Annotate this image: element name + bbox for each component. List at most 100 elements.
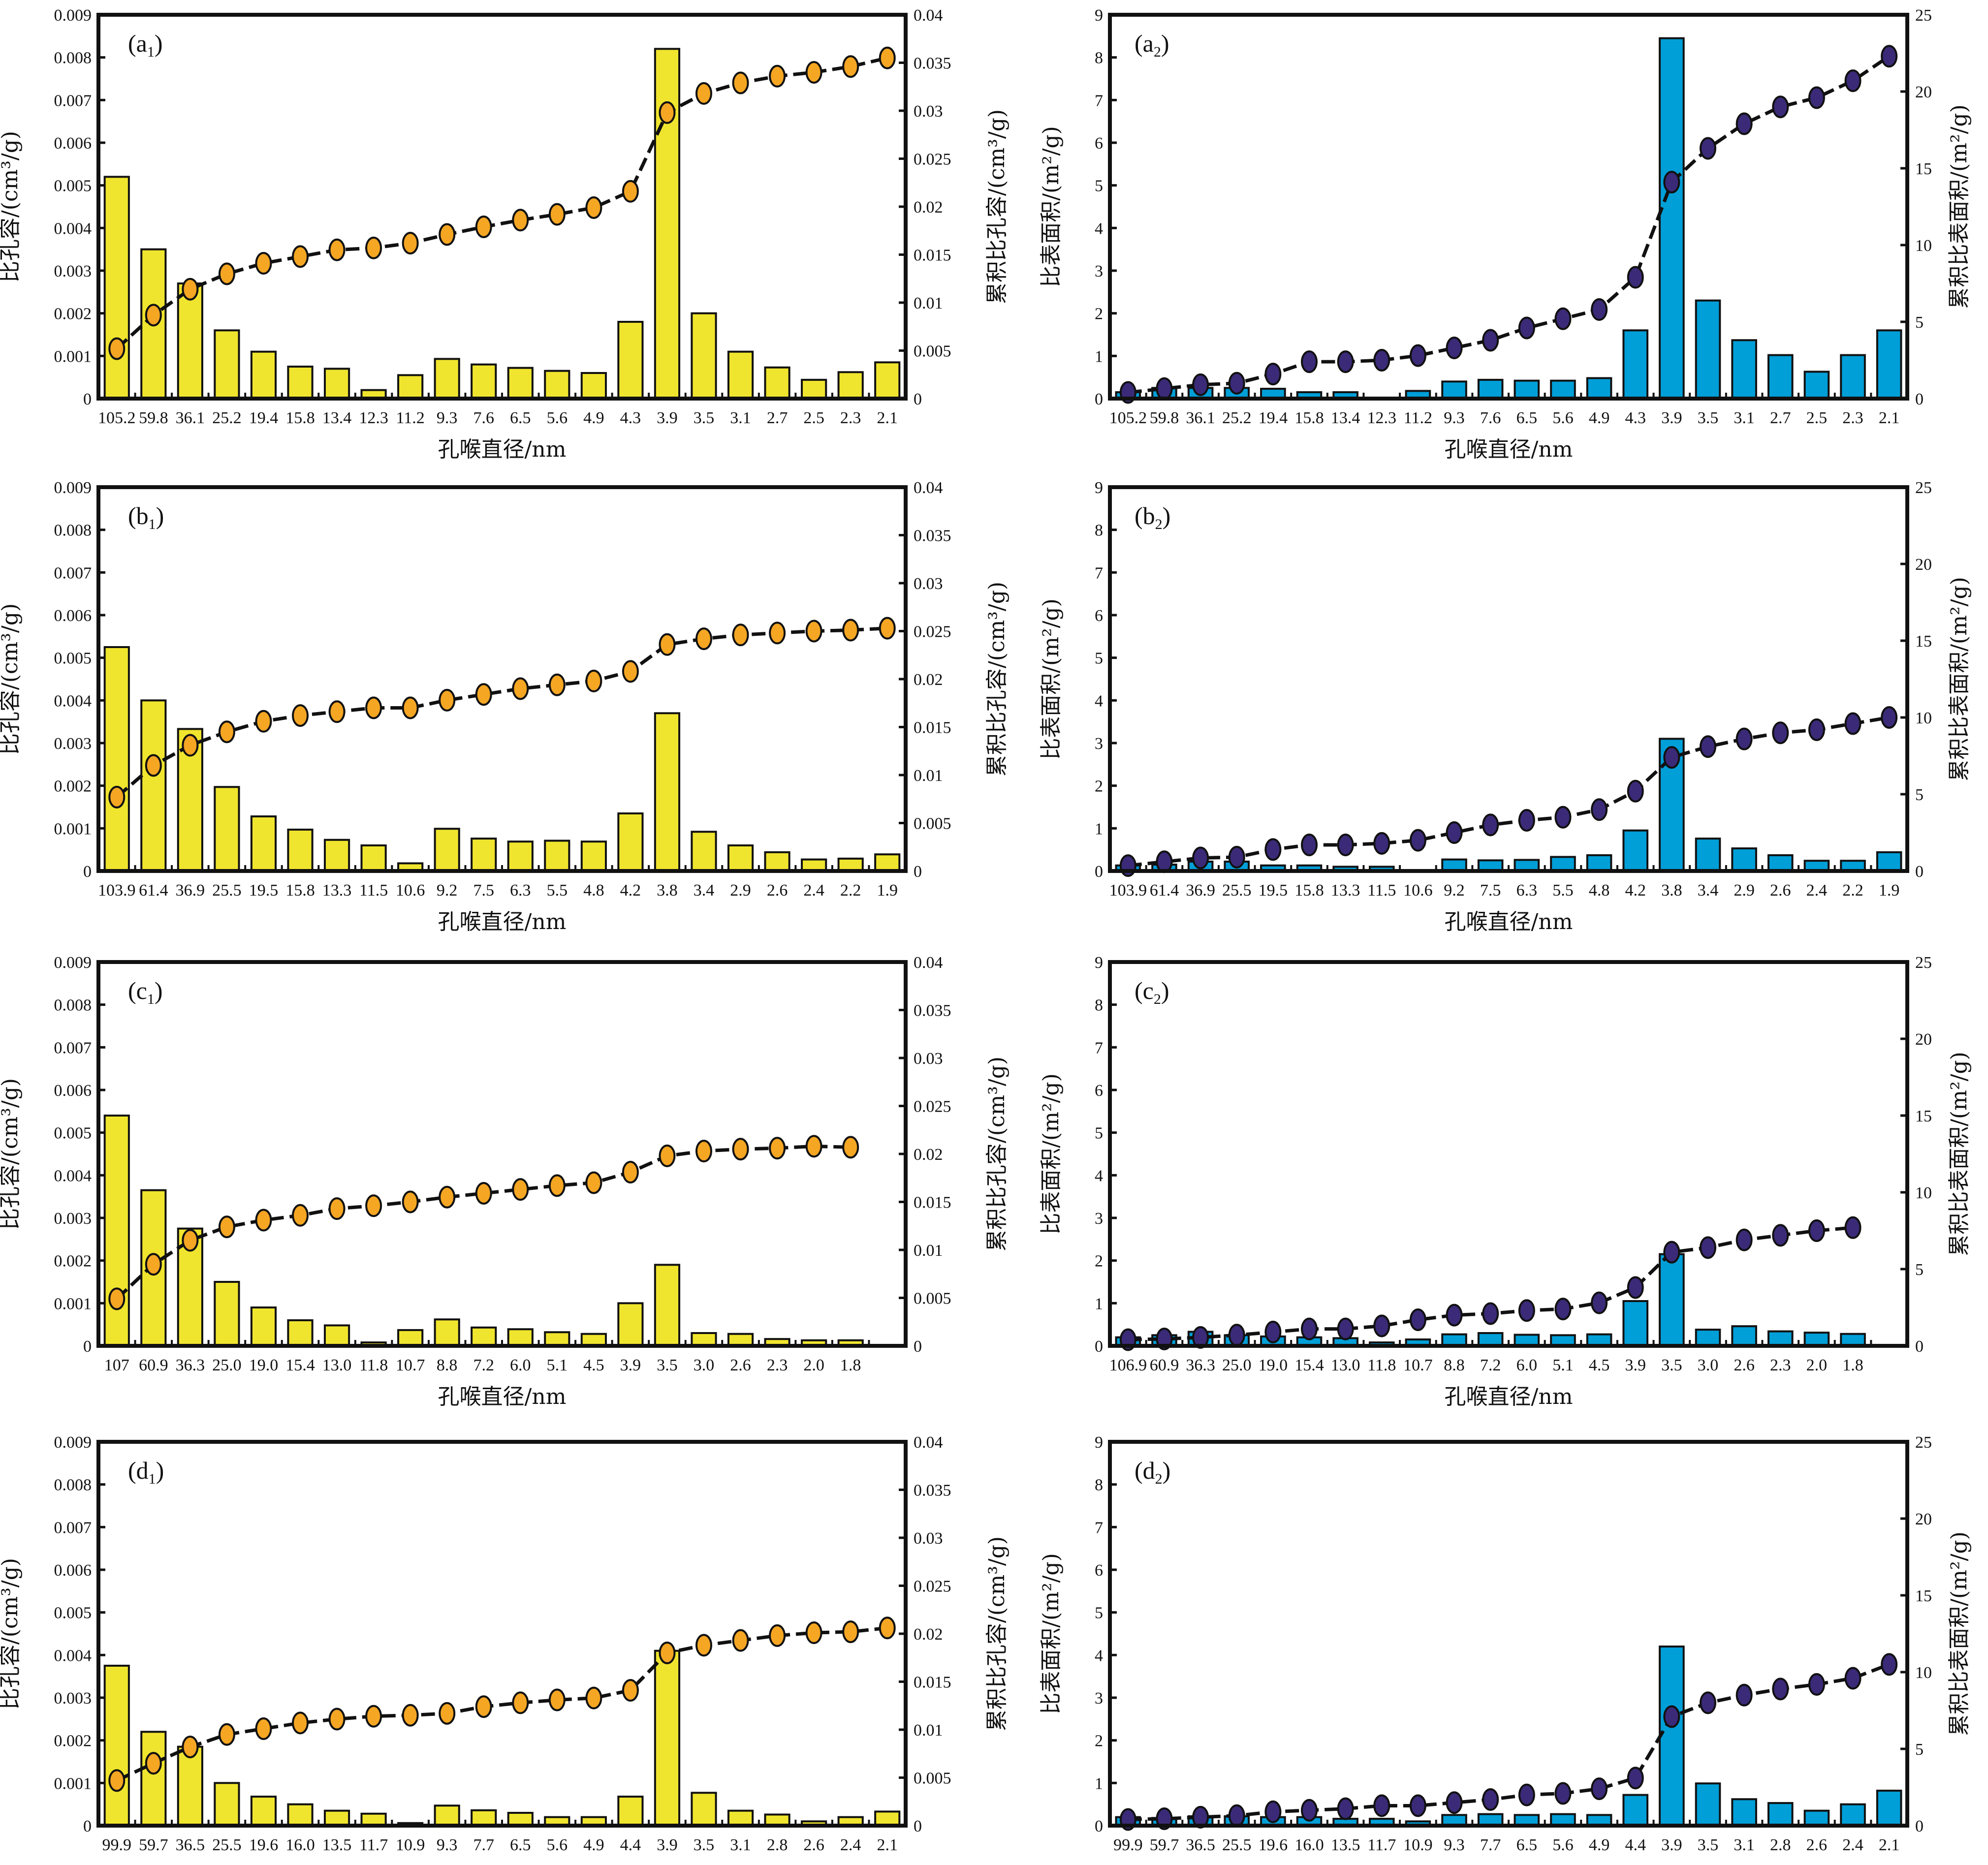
y-left-tick-label: 6	[1095, 1561, 1103, 1580]
bar-b1-4	[250, 815, 277, 872]
cumulative-marker-b1-10	[475, 683, 492, 706]
x-tick-label: 2.3	[1842, 409, 1863, 427]
bar-c1-4	[250, 1306, 277, 1347]
cumulative-marker-a2-16	[1700, 137, 1716, 160]
x-tick-label: 25.2	[1222, 409, 1252, 427]
cumulative-line-b2	[1128, 715, 1890, 868]
x-tick-label: 8.8	[1444, 1356, 1465, 1374]
cumulative-marker-b1-3	[218, 720, 235, 744]
x-tick-label: 103.9	[98, 881, 136, 900]
bar-a2-20	[1840, 354, 1866, 400]
x-axis-title: 孔喉直径/nm	[438, 437, 567, 462]
x-tick-label: 3.9	[657, 409, 678, 427]
cumulative-marker-d1-18	[769, 1624, 786, 1647]
bar-d1-10	[471, 1809, 497, 1827]
cumulative-marker-d2-13	[1591, 1777, 1608, 1801]
cumulative-marker-c1-9	[439, 1185, 456, 1209]
bar-a1-17	[727, 350, 754, 400]
x-tick-label: 9.3	[1444, 409, 1465, 427]
x-tick-label: 3.1	[730, 409, 751, 427]
y-left-tick-label: 0.006	[54, 134, 92, 153]
cumulative-marker-d2-11	[1518, 1783, 1535, 1806]
cumulative-marker-a1-16	[695, 82, 712, 105]
cumulative-marker-b2-13	[1591, 798, 1608, 821]
y-left-tick-label: 8	[1095, 996, 1103, 1015]
x-tick-label: 25.5	[1222, 1836, 1252, 1854]
cumulative-marker-d1-3	[218, 1723, 235, 1746]
chart-panel-d2: 0 1 2 3 4 5 6 7 8 9 0 5 10 15 20 25 99.9 59.7 36.5 25.5 19.6…	[1039, 1433, 1972, 1865]
bar-b1-5	[287, 828, 314, 872]
chart-panel-b2: 0 1 2 3 4 5 6 7 8 9 0 5 10 15 20 25 103.9 61.4 36.9 25.5 19.…	[1039, 479, 1972, 934]
cumulative-marker-a2-12	[1554, 307, 1572, 330]
y-right-tick-label: 0.005	[914, 1290, 951, 1308]
y-right-axis-title: 累积比孔容/(cm³/g)	[984, 1057, 1010, 1251]
x-tick-label: 2.6	[803, 1836, 824, 1854]
x-tick-label: 36.3	[1186, 1356, 1215, 1374]
y-left-tick-label: 2	[1095, 305, 1103, 323]
cumulative-marker-a1-5	[292, 245, 309, 268]
y-left-tick-label: 0.005	[54, 1124, 92, 1143]
cumulative-marker-a1-18	[769, 64, 786, 88]
cumulative-marker-d2-21	[1881, 1653, 1898, 1676]
cumulative-marker-a2-19	[1808, 86, 1825, 109]
x-tick-label: 60.9	[1150, 1356, 1179, 1374]
chart-panel-a2: 0 1 2 3 4 5 6 7 8 9 0 5 10 15 20 25 105.2 59.8 36.1 25.2 19.…	[1039, 6, 1972, 462]
y-left-tick-label: 2	[1095, 1732, 1103, 1750]
y-right-tick-label: 0.04	[914, 6, 943, 25]
cumulative-marker-d1-9	[439, 1702, 456, 1725]
y-left-tick-label: 7	[1095, 564, 1103, 582]
cumulative-marker-b2-3	[1228, 845, 1245, 869]
x-tick-label: 4.3	[1625, 409, 1646, 427]
cumulative-marker-d1-6	[328, 1708, 346, 1731]
x-tick-label: 15.8	[1294, 881, 1324, 900]
cumulative-line-d2	[1128, 1663, 1890, 1822]
y-left-tick-label: 0.009	[54, 479, 92, 497]
cumulative-marker-b1-8	[402, 696, 419, 719]
x-tick-label: 4.5	[1589, 1356, 1610, 1374]
bar-c1-11	[507, 1328, 534, 1347]
y-left-tick-label: 9	[1095, 1433, 1103, 1452]
cumulative-marker-a1-15	[659, 101, 676, 124]
cumulative-marker-c1-3	[218, 1215, 235, 1239]
y-left-tick-label: 0.002	[54, 777, 92, 796]
bar-c2-16	[1695, 1329, 1721, 1347]
bar-b2-17	[1731, 847, 1757, 872]
x-tick-label: 13.4	[1331, 409, 1360, 427]
x-tick-label: 4.8	[583, 881, 604, 900]
y-left-tick-label: 0.002	[54, 305, 92, 323]
cumulative-marker-c2-3	[1228, 1324, 1245, 1347]
x-tick-label: 3.5	[1661, 1356, 1682, 1374]
x-axis-title: 孔喉直径/nm	[1445, 437, 1573, 462]
bar-d1-2	[177, 1745, 203, 1827]
x-tick-label: 12.3	[1367, 409, 1397, 427]
x-tick-label: 11.8	[1367, 1356, 1396, 1374]
x-tick-label: 59.8	[1150, 409, 1179, 427]
y-left-tick-label: 0.009	[54, 6, 92, 25]
bar-a1-11	[507, 367, 534, 400]
y-left-tick-label: 4	[1095, 219, 1103, 238]
y-left-tick-label: 7	[1095, 1039, 1103, 1057]
cumulative-marker-b1-14	[622, 660, 639, 683]
x-tick-label: 13.5	[322, 1836, 352, 1854]
x-tick-label: 2.9	[730, 881, 751, 900]
cumulative-marker-c1-20	[842, 1136, 859, 1159]
y-left-tick-label: 3	[1095, 1689, 1103, 1708]
y-left-tick-label: 0.007	[54, 1519, 92, 1537]
y-left-tick-label: 5	[1095, 177, 1103, 195]
bar-b1-9	[434, 828, 460, 872]
x-tick-label: 1.9	[877, 881, 898, 900]
plot-frame-c2	[1108, 960, 1909, 1348]
x-tick-label: 2.6	[767, 881, 788, 900]
bar-d1-17	[727, 1809, 754, 1827]
x-tick-label: 11.7	[1367, 1836, 1396, 1854]
x-tick-label: 3.5	[657, 1356, 678, 1374]
bar-c1-6	[323, 1324, 350, 1347]
x-tick-label: 7.6	[1480, 409, 1501, 427]
cumulative-marker-c2-19	[1808, 1219, 1825, 1242]
x-tick-label: 9.3	[1444, 1836, 1465, 1854]
x-tick-label: 5.1	[547, 1356, 568, 1374]
cumulative-marker-a1-17	[732, 71, 749, 94]
cumulative-marker-c1-4	[255, 1209, 272, 1232]
x-tick-label: 2.6	[1770, 881, 1791, 900]
x-tick-label: 1.9	[1879, 881, 1900, 900]
